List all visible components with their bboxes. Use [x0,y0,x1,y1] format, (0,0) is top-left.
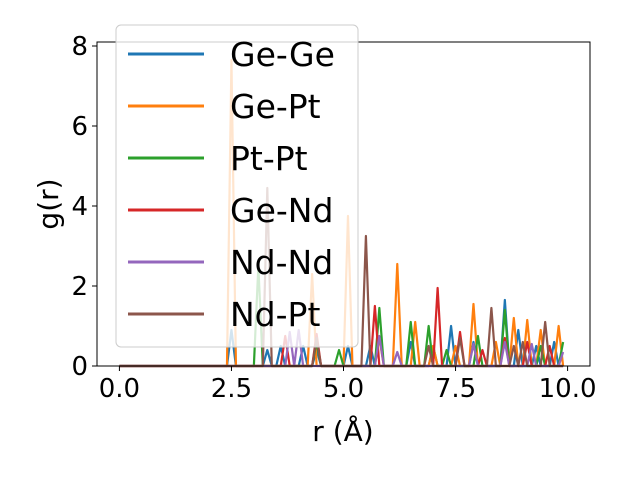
legend-label-nd-pt: Nd-Pt [230,295,320,334]
x-tick-label: 2.5 [211,374,252,404]
y-tick-label: 0 [71,352,88,382]
y-axis-label: g(r) [32,178,65,229]
y-tick-label: 6 [71,112,88,142]
legend-label-ge-pt: Ge-Pt [230,87,321,126]
x-tick-label: 10.0 [539,374,597,404]
y-tick-label: 8 [71,32,88,62]
y-tick-label: 4 [71,192,88,222]
legend-items: Ge-Ge Ge-Pt Pt-Pt Ge-Nd Nd-Nd Nd-Pt [128,35,335,334]
legend-label-ge-nd: Ge-Nd [230,191,333,230]
x-axis-label: r (Å) [312,414,373,448]
legend-label-nd-nd: Nd-Nd [230,243,333,282]
x-tick-label: 7.5 [435,374,476,404]
x-tick-label: 0.0 [99,374,140,404]
legend-label-pt-pt: Pt-Pt [230,139,308,178]
y-tick-label: 2 [71,272,88,302]
axis-ticks: 0.0 2.5 5.0 7.5 10.0 0 2 4 6 8 [71,32,596,404]
legend-label-ge-ge: Ge-Ge [230,35,335,74]
x-tick-label: 5.0 [323,374,364,404]
legend: Ge-Ge Ge-Pt Pt-Pt Ge-Nd Nd-Nd Nd-Pt [115,24,359,348]
